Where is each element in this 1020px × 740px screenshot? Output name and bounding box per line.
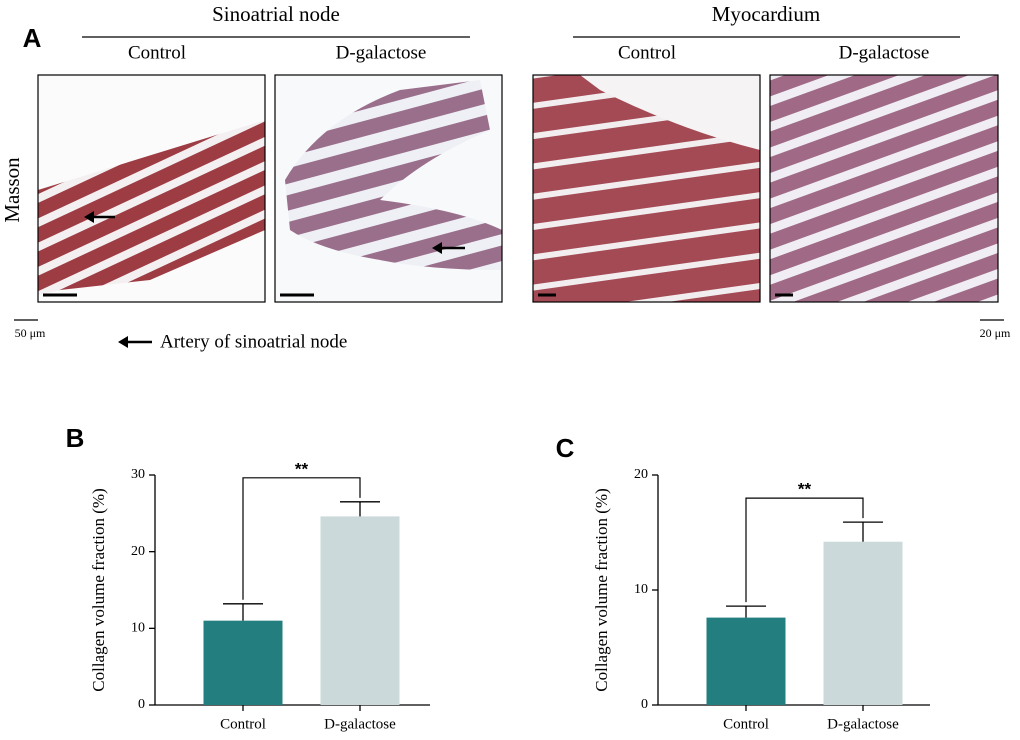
- significance-bracket: [242, 477, 361, 600]
- condition: D-galactose: [839, 42, 930, 63]
- legend-text: Artery of sinoatrial node: [160, 331, 347, 352]
- stain-label: Masson: [0, 157, 24, 223]
- bar: [320, 516, 400, 705]
- micrograph: [769, 74, 999, 303]
- panel-label: C: [556, 433, 575, 463]
- x-tick-label: Control: [723, 716, 769, 732]
- y-tick-label: 20: [131, 544, 145, 559]
- y-tick-label: 30: [131, 467, 145, 482]
- y-axis-label: Collagen volume fraction (%): [592, 488, 611, 691]
- scale-label: 50 μm: [15, 326, 46, 340]
- y-tick-label: 0: [138, 697, 145, 712]
- y-tick-label: 10: [634, 582, 648, 597]
- group-title: Sinoatrial node: [212, 2, 340, 26]
- micrograph: [274, 74, 503, 303]
- condition: D-galactose: [336, 42, 427, 63]
- bar: [706, 617, 786, 705]
- group-title: Myocardium: [712, 2, 820, 26]
- bar: [823, 541, 903, 705]
- condition: Control: [128, 42, 186, 63]
- panel-label: B: [66, 423, 85, 453]
- significance: **: [295, 459, 309, 478]
- significance-bracket: [745, 497, 864, 603]
- legend-arrow: [118, 336, 128, 348]
- scale-label: 20 μm: [980, 326, 1011, 340]
- y-tick-label: 0: [641, 697, 648, 712]
- micrograph: [532, 74, 761, 303]
- x-tick-label: D-galactose: [324, 716, 396, 732]
- y-tick-label: 20: [634, 467, 648, 482]
- condition: Control: [618, 42, 676, 63]
- y-axis-label: Collagen volume fraction (%): [89, 488, 108, 691]
- y-tick-label: 10: [131, 621, 145, 636]
- bar: [203, 620, 283, 705]
- micrograph: [37, 74, 266, 303]
- panel-label: A: [23, 23, 42, 53]
- significance: **: [798, 480, 812, 499]
- x-tick-label: Control: [220, 716, 266, 732]
- x-tick-label: D-galactose: [827, 716, 899, 732]
